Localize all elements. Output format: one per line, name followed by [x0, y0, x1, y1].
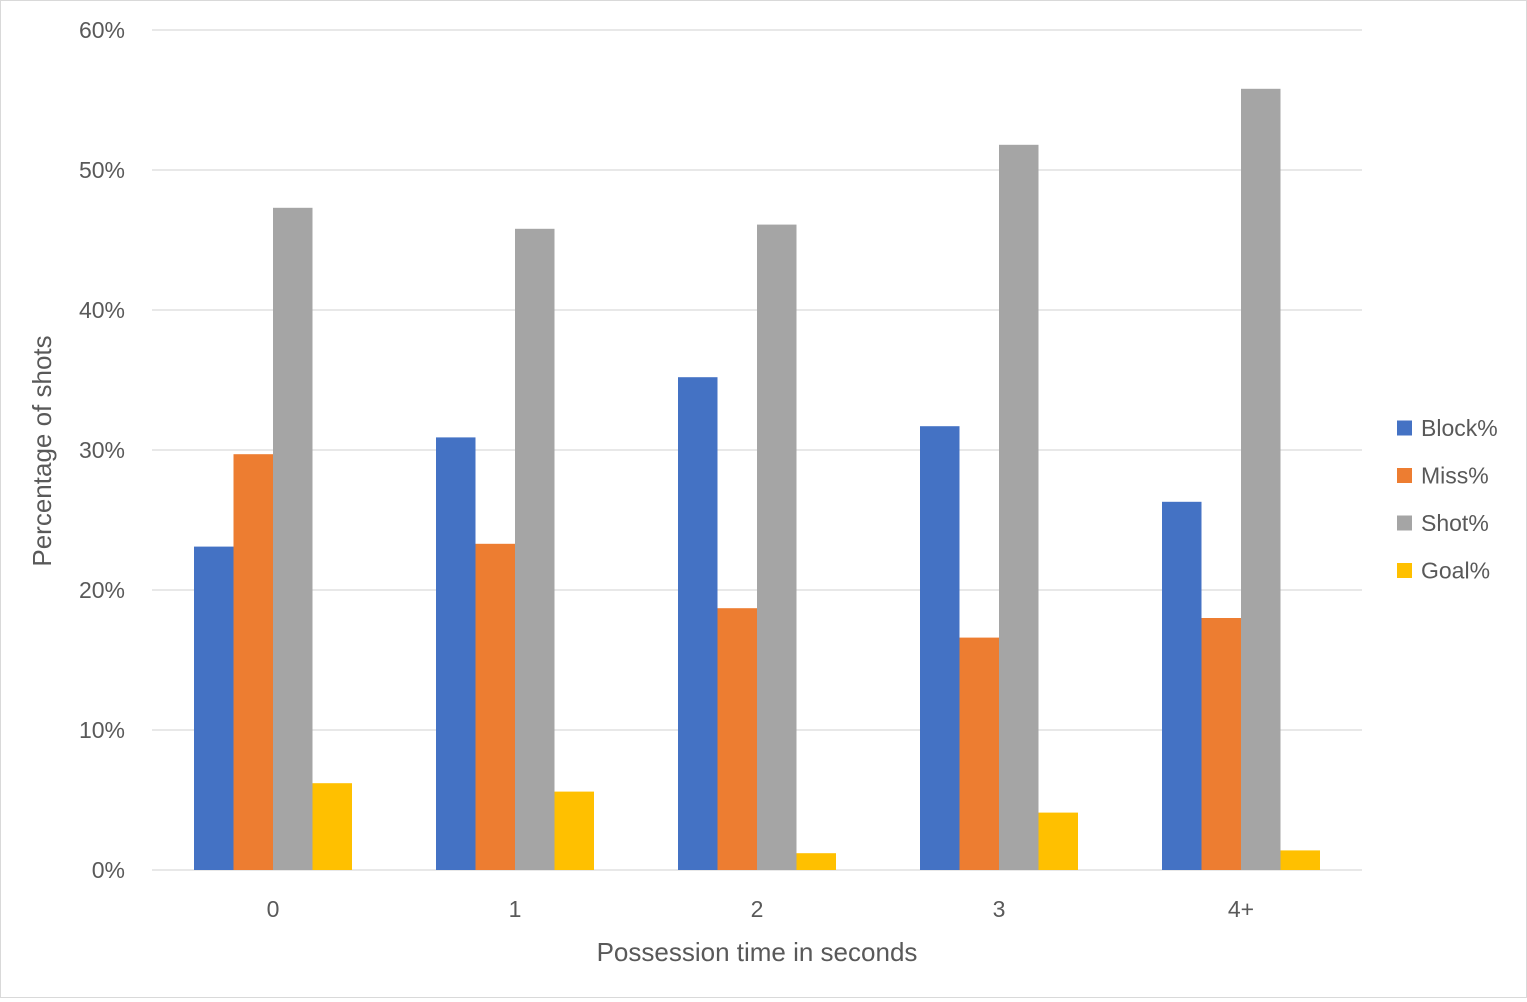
- bar-shot-3: [999, 144, 1039, 871]
- bar-goal-3: [1038, 812, 1078, 870]
- y-axis-title: Percentage of shots: [27, 335, 57, 566]
- bar-block-4+: [1162, 501, 1202, 870]
- bar-block-2: [678, 377, 718, 870]
- x-tick-label: 2: [751, 896, 764, 922]
- bar-shot-4+: [1241, 88, 1281, 871]
- x-tick-label: 4+: [1228, 896, 1254, 922]
- bars: [194, 88, 1320, 871]
- bar-miss-3: [959, 637, 999, 870]
- legend-swatch-block: [1397, 420, 1412, 436]
- y-tick-label: 30%: [79, 437, 125, 463]
- bar-miss-4+: [1201, 618, 1241, 870]
- bar-miss-0: [233, 454, 273, 870]
- bar-block-0: [194, 546, 234, 870]
- legend-label-shot: Shot%: [1421, 510, 1489, 536]
- legend-label-block: Block%: [1421, 415, 1498, 441]
- bar-goal-0: [312, 783, 352, 870]
- legend-label-miss: Miss%: [1421, 463, 1489, 489]
- x-axis-title: Possession time in seconds: [597, 937, 918, 967]
- legend-swatch-goal: [1397, 563, 1412, 578]
- y-tick-label: 40%: [79, 297, 125, 323]
- legend: Block% Miss% Shot% Goal%: [1397, 415, 1498, 584]
- y-tick-label: 10%: [79, 717, 125, 743]
- y-tick-label: 50%: [79, 157, 125, 183]
- y-tick-label: 0%: [92, 857, 125, 883]
- bar-goal-2: [796, 853, 836, 870]
- y-axis-ticks: 0% 10% 20% 30% 40% 50% 60%: [79, 17, 125, 883]
- bar-shot-1: [515, 228, 555, 871]
- x-tick-label: 0: [267, 896, 280, 922]
- bar-shot-0: [273, 207, 313, 871]
- y-tick-label: 20%: [79, 577, 125, 603]
- legend-swatch-miss: [1397, 468, 1412, 483]
- bar-miss-2: [717, 608, 757, 870]
- bar-goal-4+: [1280, 850, 1320, 870]
- bar-block-1: [436, 437, 476, 870]
- bar-shot-2: [757, 224, 797, 871]
- x-tick-label: 1: [509, 896, 522, 922]
- legend-label-goal: Goal%: [1421, 558, 1490, 584]
- x-axis-ticks: 0 1 2 3 4+: [267, 896, 1255, 922]
- legend-swatch-shot: [1397, 515, 1412, 531]
- bar-block-3: [920, 426, 960, 870]
- bar-miss-1: [475, 543, 515, 870]
- bar-goal-1: [554, 791, 594, 870]
- x-tick-label: 3: [993, 896, 1006, 922]
- y-tick-label: 60%: [79, 17, 125, 43]
